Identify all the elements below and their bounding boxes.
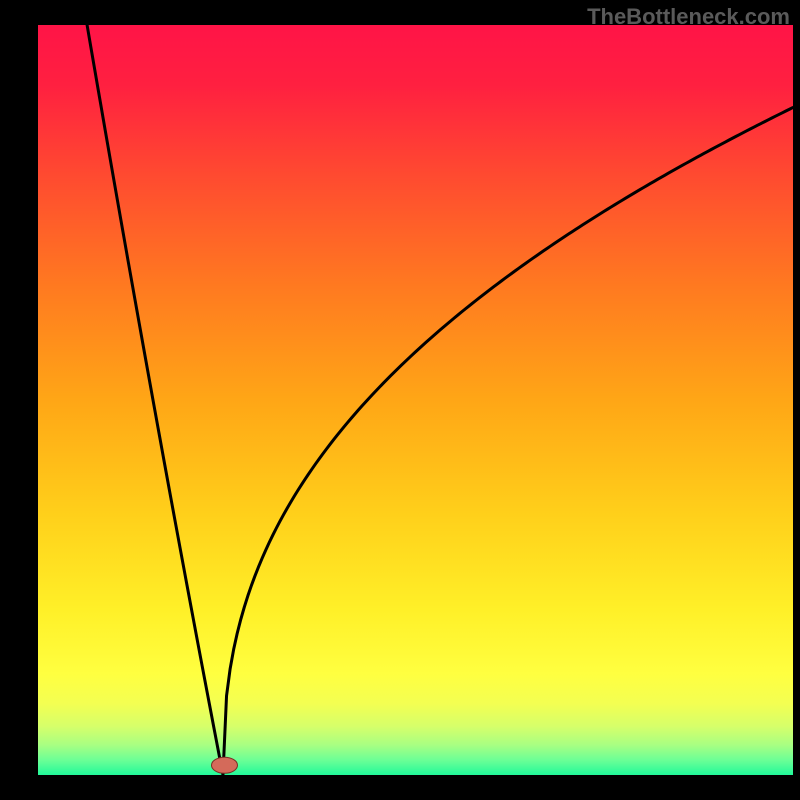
minimum-marker	[211, 757, 237, 773]
chart-container: TheBottleneck.com	[0, 0, 800, 800]
watermark-text: TheBottleneck.com	[587, 4, 790, 30]
bottleneck-chart	[0, 0, 800, 800]
plot-background-gradient	[38, 25, 793, 775]
